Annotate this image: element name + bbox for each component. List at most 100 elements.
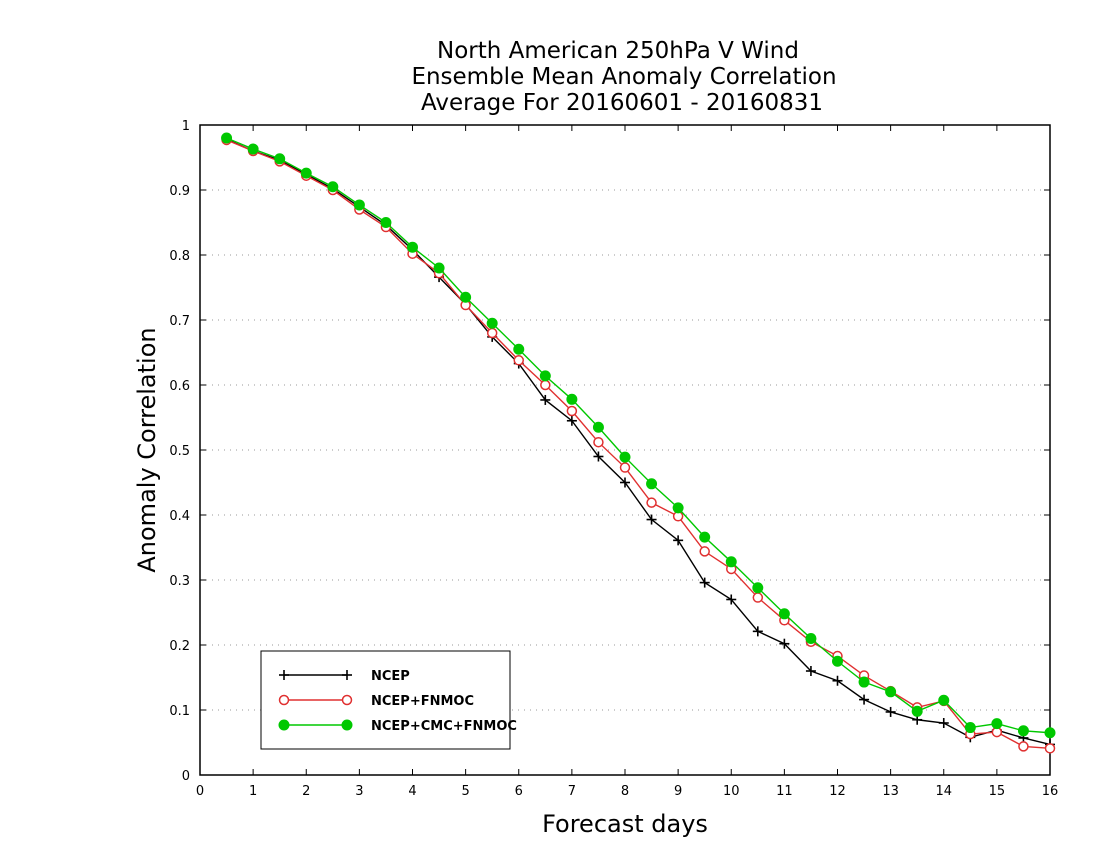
data-point-ncep-cmc-fnmoc	[938, 694, 950, 706]
data-point-ncep-fnmoc	[752, 592, 764, 603]
data-point-ncep-cmc-fnmoc	[566, 393, 578, 405]
data-point-ncep-fnmoc	[540, 379, 551, 391]
data-point-ncep-cmc-fnmoc	[832, 655, 843, 667]
data-point-ncep-cmc-fnmoc	[699, 531, 711, 543]
data-point-ncep-fnmoc	[619, 462, 631, 473]
legend-item-ncep: NCEP	[279, 669, 410, 684]
data-point-ncep	[805, 666, 816, 676]
x-tick-label: 9	[674, 784, 682, 799]
x-axis-label: Forecast days	[542, 810, 708, 838]
data-point-ncep-cmc-fnmoc	[486, 317, 498, 329]
series-ncep-cmc-fnmoc	[221, 132, 1056, 739]
data-point-ncep-cmc-fnmoc	[911, 705, 923, 717]
y-tick-label: 0.8	[169, 249, 190, 264]
series-layer	[221, 132, 1056, 754]
legend-marker	[278, 694, 290, 706]
x-tick-label: 0	[196, 784, 204, 799]
y-tick-label: 0.9	[169, 184, 190, 199]
data-point-ncep-cmc-fnmoc	[619, 451, 631, 463]
x-tick-label: 13	[882, 784, 899, 799]
data-point-ncep	[779, 638, 790, 649]
data-point-ncep-cmc-fnmoc	[1017, 725, 1029, 737]
y-tick-label: 0.5	[169, 444, 190, 459]
legend-marker	[278, 719, 290, 731]
data-point-ncep-fnmoc	[646, 497, 657, 508]
data-point-ncep	[699, 577, 710, 588]
y-axis-ticks: 0 0.1 0.2 0.3 0.4 0.5 0.6 0.7 0.8 0.9 1	[169, 119, 1050, 784]
data-point-ncep-cmc-fnmoc	[380, 217, 392, 228]
data-point-ncep	[620, 477, 630, 488]
grid-lines	[200, 189, 1050, 711]
chart-title-line-3: Average For 20160601 - 20160831	[421, 90, 823, 116]
data-point-ncep	[726, 594, 737, 605]
data-point-ncep-cmc-fnmoc	[725, 556, 737, 568]
data-point-ncep-cmc-fnmoc	[247, 143, 259, 155]
x-tick-label: 5	[461, 784, 469, 799]
data-point-ncep-fnmoc	[486, 327, 498, 339]
x-tick-label: 6	[515, 784, 523, 799]
data-point-ncep	[566, 415, 577, 426]
x-tick-label: 7	[568, 784, 576, 799]
data-point-ncep-fnmoc	[593, 436, 604, 448]
x-axis-ticks: 0 1 2 3 4 5 6 7 8 9 10 11 12 13 14 15 16	[196, 125, 1058, 799]
data-point-ncep-cmc-fnmoc	[805, 633, 817, 644]
data-point-ncep-cmc-fnmoc	[274, 153, 286, 165]
legend-item-ncep-cmc-fnmoc: NCEP+CMC+FNMOC	[278, 719, 517, 734]
data-point-ncep-cmc-fnmoc	[353, 199, 365, 211]
x-tick-label: 11	[776, 784, 793, 799]
legend-label-ncep-fnmoc: NCEP+FNMOC	[371, 694, 474, 709]
x-tick-label: 10	[723, 784, 740, 799]
x-tick-label: 4	[408, 784, 416, 799]
x-tick-label: 12	[829, 784, 846, 799]
data-point-ncep-cmc-fnmoc	[991, 718, 1003, 730]
data-point-ncep-fnmoc	[513, 355, 524, 366]
data-point-ncep-cmc-fnmoc	[672, 502, 684, 514]
y-tick-label: 0.4	[169, 509, 190, 524]
x-tick-label: 2	[302, 784, 310, 799]
legend-label-ncep-cmc-fnmoc: NCEP+CMC+FNMOC	[371, 719, 517, 734]
legend-items: NCEP NCEP+FNMOC NCEP+CMC+FNMOC	[278, 669, 517, 734]
chart-title-line-2: Ensemble Mean Anomaly Correlation	[411, 64, 836, 90]
data-point-ncep-cmc-fnmoc	[407, 241, 418, 253]
data-point-ncep	[673, 535, 684, 546]
data-point-ncep-cmc-fnmoc	[778, 608, 790, 620]
legend-marker	[341, 719, 353, 731]
data-point-ncep-cmc-fnmoc	[752, 582, 764, 594]
data-point-ncep-fnmoc	[1018, 741, 1029, 752]
x-tick-label: 15	[989, 784, 1006, 799]
y-tick-label: 0.6	[169, 379, 190, 394]
chart-title: North American 250hPa V Wind Ensemble Me…	[411, 38, 836, 116]
data-point-ncep-cmc-fnmoc	[513, 343, 525, 355]
y-tick-label: 0.1	[169, 704, 190, 719]
data-point-ncep-cmc-fnmoc	[1044, 727, 1056, 739]
data-point-ncep	[593, 451, 604, 462]
data-point-ncep-cmc-fnmoc	[327, 181, 339, 193]
data-point-ncep	[938, 718, 949, 728]
y-tick-label: 1	[182, 119, 190, 134]
legend-marker	[342, 670, 352, 680]
data-point-ncep-cmc-fnmoc	[300, 167, 312, 179]
x-tick-label: 3	[355, 784, 363, 799]
x-tick-label: 14	[935, 784, 952, 799]
legend-marker	[279, 670, 289, 680]
legend-label-ncep: NCEP	[371, 669, 410, 684]
legend: NCEP NCEP+FNMOC NCEP+CMC+FNMOC	[260, 650, 517, 750]
x-tick-label: 16	[1042, 784, 1059, 799]
data-point-ncep-fnmoc	[1044, 743, 1056, 754]
data-point-ncep-cmc-fnmoc	[539, 370, 551, 382]
data-point-ncep	[832, 675, 843, 686]
data-point-ncep	[885, 706, 896, 717]
series-line-ncep-cmc-fnmoc	[226, 137, 1051, 734]
data-point-ncep-cmc-fnmoc	[885, 686, 897, 698]
data-point-ncep-cmc-fnmoc	[592, 421, 604, 433]
chart-title-line-1: North American 250hPa V Wind	[437, 38, 799, 64]
data-point-ncep	[540, 394, 551, 405]
legend-marker	[341, 694, 353, 706]
data-point-ncep-cmc-fnmoc	[964, 722, 976, 734]
y-tick-label: 0.3	[169, 574, 190, 589]
data-point-ncep-cmc-fnmoc	[460, 291, 472, 303]
data-point-ncep-fnmoc	[566, 405, 578, 417]
data-point-ncep-cmc-fnmoc	[646, 478, 658, 490]
y-axis-label: Anomaly Correlation	[133, 327, 161, 572]
